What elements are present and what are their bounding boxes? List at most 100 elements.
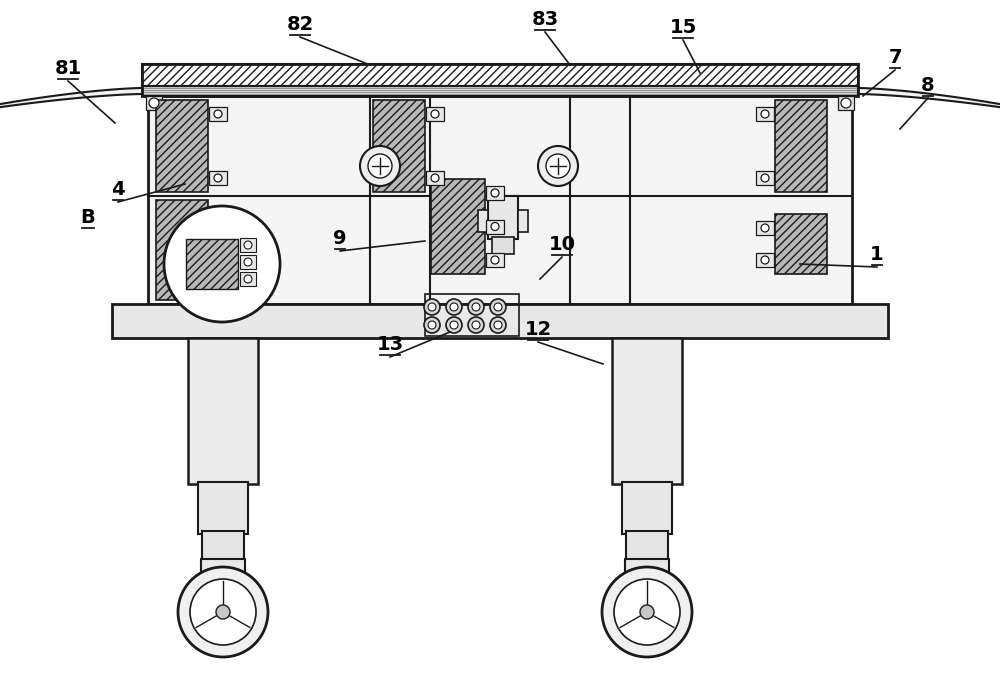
- Bar: [486, 186, 504, 200]
- Bar: [625, 559, 669, 584]
- Bar: [156, 200, 208, 300]
- Circle shape: [640, 605, 654, 619]
- Circle shape: [431, 174, 439, 182]
- Circle shape: [164, 206, 280, 322]
- Circle shape: [468, 317, 484, 333]
- Text: B: B: [81, 208, 95, 227]
- Bar: [156, 100, 208, 192]
- Text: 83: 83: [531, 10, 559, 29]
- Bar: [209, 207, 227, 221]
- Bar: [756, 253, 774, 267]
- Circle shape: [490, 299, 506, 315]
- Bar: [202, 531, 244, 569]
- Circle shape: [472, 321, 480, 329]
- Bar: [201, 559, 245, 584]
- Circle shape: [761, 174, 769, 182]
- Bar: [775, 100, 827, 192]
- Bar: [626, 531, 668, 569]
- Circle shape: [216, 605, 230, 619]
- Bar: [209, 243, 227, 257]
- Circle shape: [538, 146, 578, 186]
- Circle shape: [450, 303, 458, 311]
- Circle shape: [490, 317, 506, 333]
- Circle shape: [446, 317, 462, 333]
- Circle shape: [428, 303, 436, 311]
- Text: 7: 7: [888, 48, 902, 67]
- Circle shape: [190, 579, 256, 645]
- Circle shape: [214, 210, 222, 218]
- Circle shape: [761, 224, 769, 232]
- Bar: [142, 64, 858, 96]
- Bar: [426, 107, 444, 121]
- Circle shape: [149, 98, 159, 108]
- Circle shape: [424, 317, 440, 333]
- Bar: [478, 210, 488, 232]
- Text: 10: 10: [548, 235, 576, 254]
- Bar: [622, 482, 672, 534]
- Text: 12: 12: [524, 320, 552, 339]
- Bar: [142, 86, 858, 96]
- Circle shape: [428, 321, 436, 329]
- Circle shape: [494, 321, 502, 329]
- Circle shape: [614, 579, 680, 645]
- Text: 4: 4: [111, 180, 125, 199]
- Bar: [756, 107, 774, 121]
- Bar: [838, 96, 854, 110]
- Text: 1: 1: [870, 245, 884, 264]
- Bar: [431, 179, 485, 274]
- Circle shape: [546, 154, 570, 178]
- Circle shape: [214, 282, 222, 290]
- Bar: [486, 219, 504, 233]
- Bar: [146, 96, 162, 110]
- Circle shape: [446, 299, 462, 315]
- Circle shape: [494, 303, 502, 311]
- Circle shape: [468, 299, 484, 315]
- Circle shape: [214, 110, 222, 118]
- Circle shape: [424, 299, 440, 315]
- Bar: [209, 279, 227, 293]
- Bar: [756, 171, 774, 185]
- Circle shape: [761, 256, 769, 264]
- Bar: [209, 107, 227, 121]
- Circle shape: [244, 241, 252, 249]
- Circle shape: [491, 189, 499, 197]
- Text: 8: 8: [921, 76, 935, 95]
- Circle shape: [214, 174, 222, 182]
- Text: 9: 9: [333, 229, 347, 248]
- Circle shape: [214, 246, 222, 254]
- Circle shape: [368, 154, 392, 178]
- Text: 15: 15: [669, 18, 697, 37]
- Bar: [240, 238, 256, 252]
- Bar: [756, 221, 774, 235]
- Text: 82: 82: [286, 15, 314, 34]
- Bar: [488, 196, 518, 239]
- Bar: [198, 482, 248, 534]
- Bar: [142, 64, 858, 86]
- Bar: [240, 272, 256, 286]
- Circle shape: [491, 223, 499, 230]
- Bar: [373, 100, 425, 192]
- Bar: [518, 210, 528, 232]
- Bar: [425, 294, 519, 336]
- Bar: [209, 171, 227, 185]
- Circle shape: [602, 567, 692, 657]
- Circle shape: [178, 567, 268, 657]
- Text: 13: 13: [376, 335, 404, 354]
- Circle shape: [244, 275, 252, 283]
- Bar: [240, 255, 256, 269]
- Circle shape: [841, 98, 851, 108]
- Bar: [486, 253, 504, 267]
- Circle shape: [360, 146, 400, 186]
- Bar: [492, 237, 514, 254]
- Bar: [188, 338, 258, 484]
- Bar: [612, 338, 682, 484]
- Text: 81: 81: [54, 59, 82, 78]
- Bar: [112, 304, 888, 338]
- Circle shape: [244, 258, 252, 266]
- Bar: [426, 171, 444, 185]
- Circle shape: [450, 321, 458, 329]
- Bar: [186, 239, 238, 289]
- Circle shape: [491, 256, 499, 264]
- Bar: [148, 96, 852, 304]
- Bar: [775, 214, 827, 274]
